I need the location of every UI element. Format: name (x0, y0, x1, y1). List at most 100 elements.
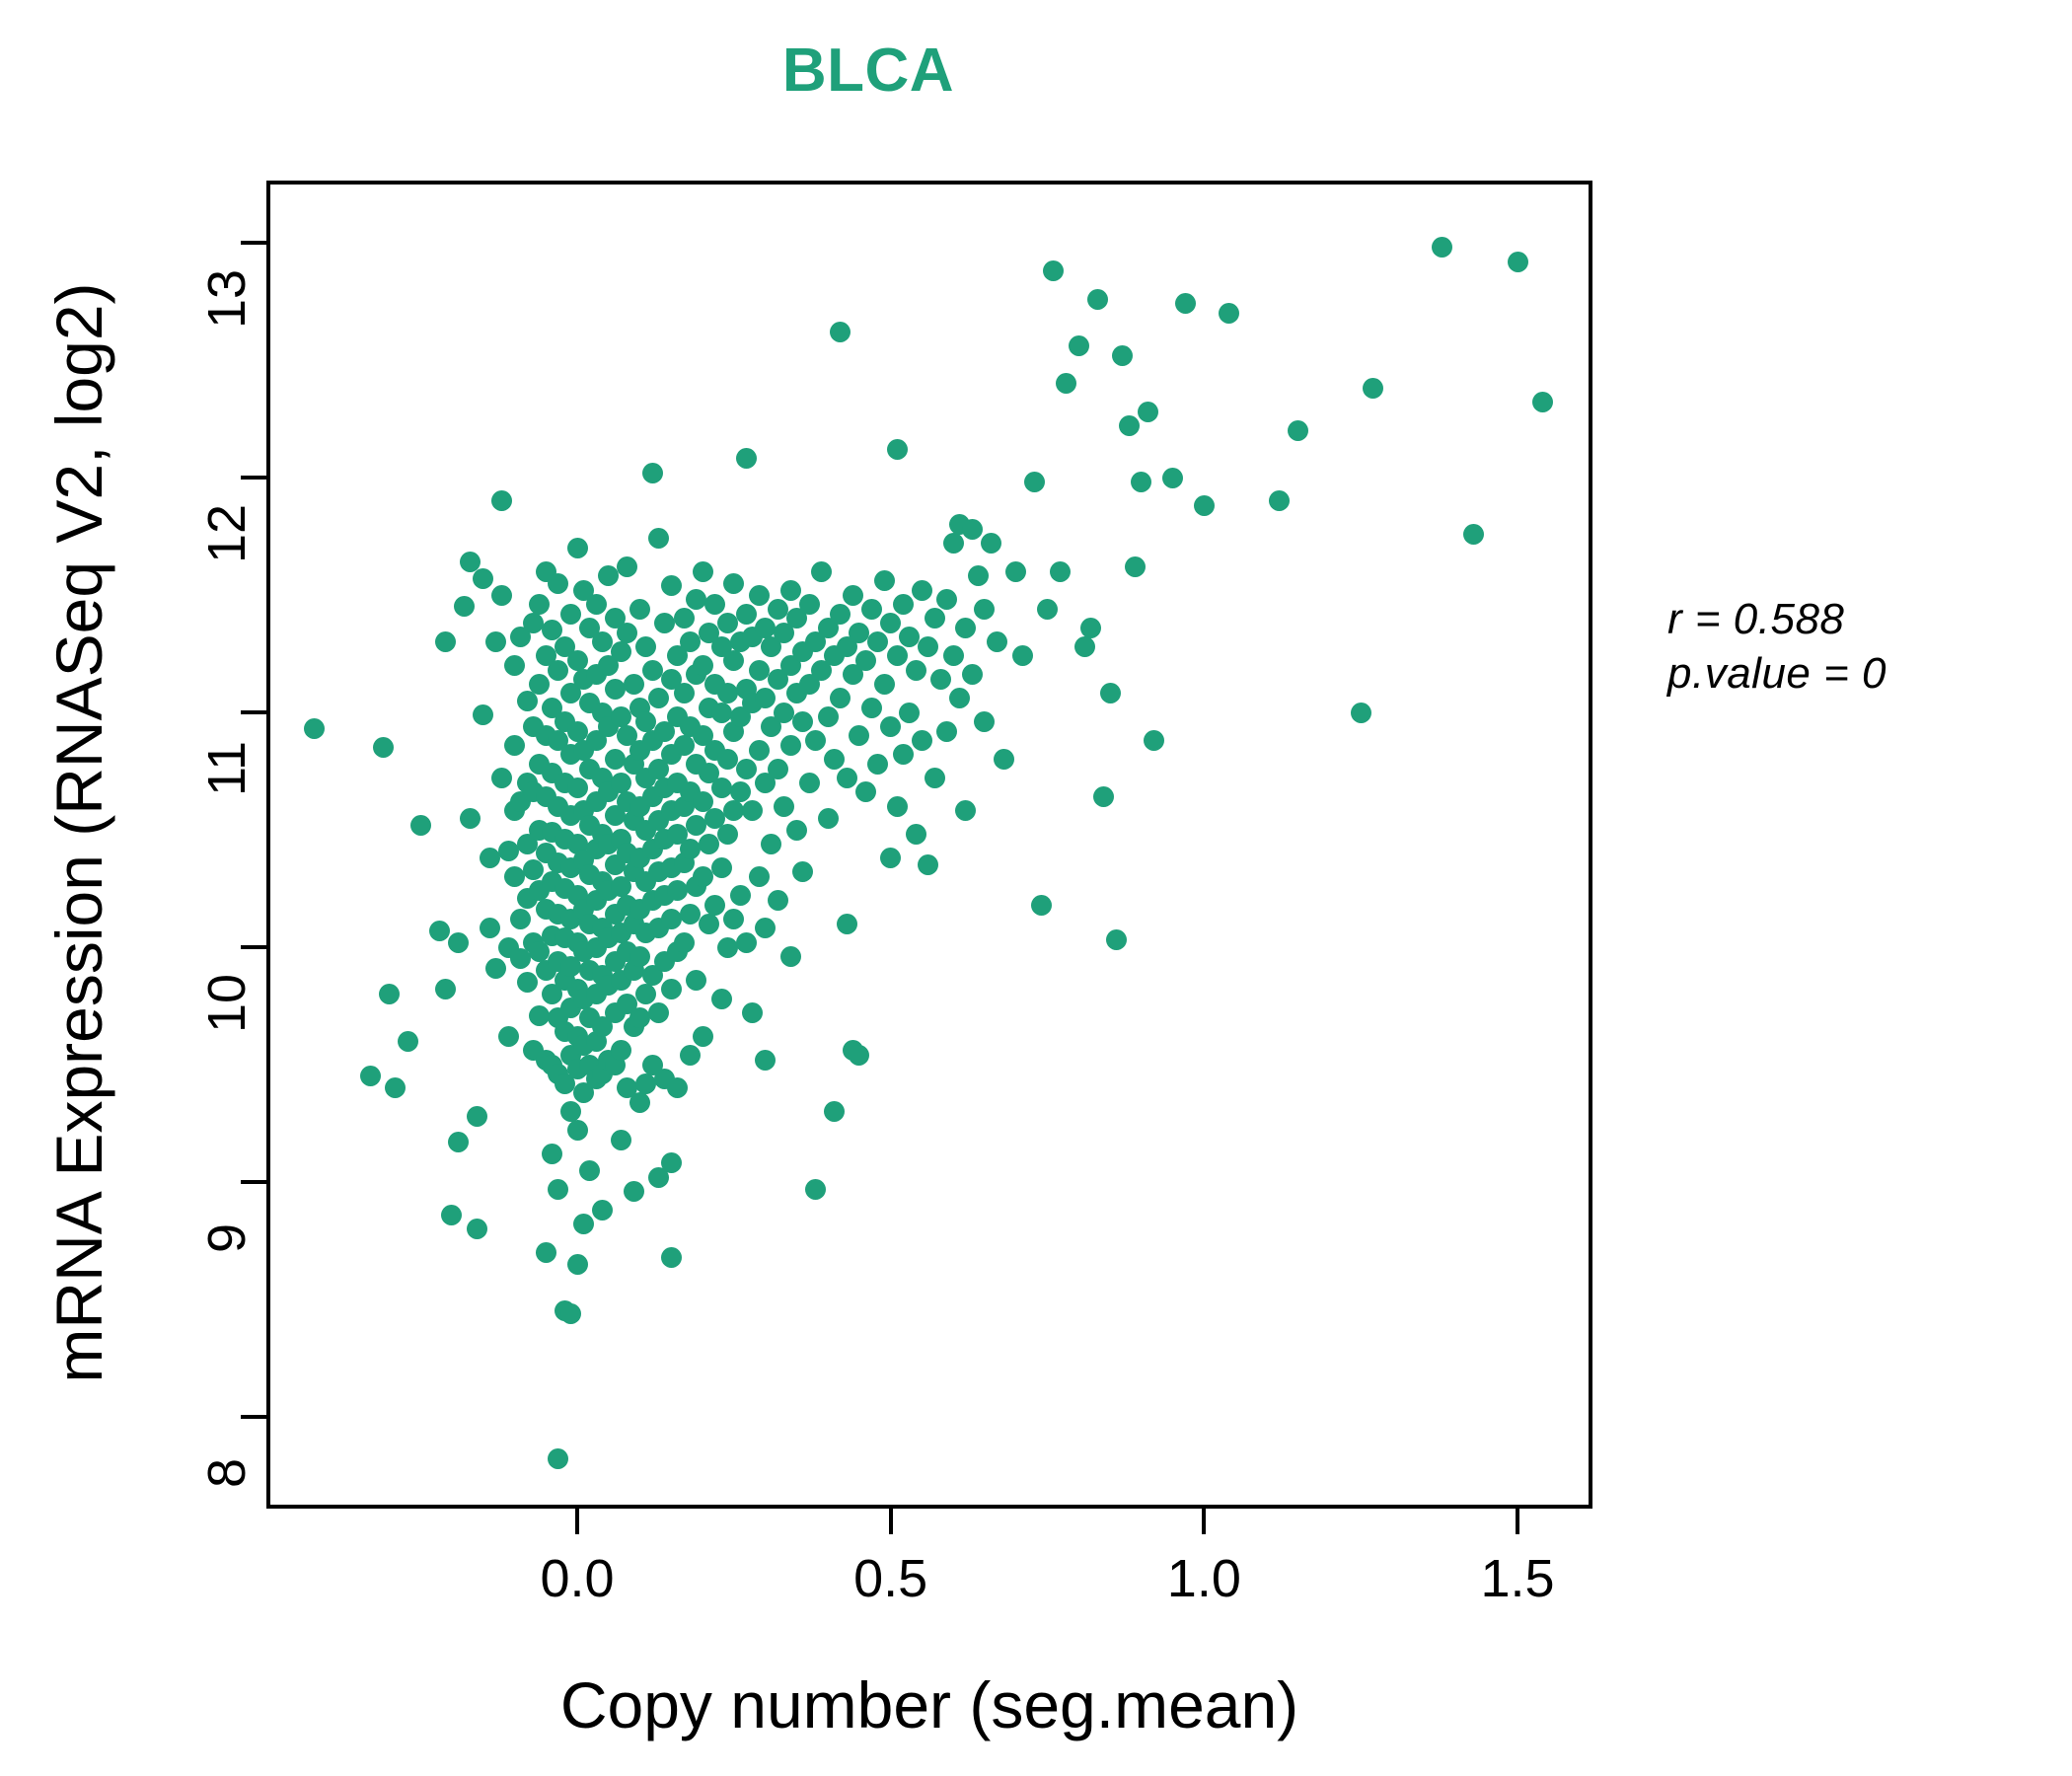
scatter-point (378, 984, 400, 1005)
scatter-point (704, 594, 726, 616)
scatter-point (798, 772, 820, 793)
scatter-point (811, 560, 833, 582)
scatter-point (792, 711, 814, 733)
y-tick-mark (241, 1415, 270, 1419)
scatter-point (1080, 617, 1102, 638)
scatter-point (710, 777, 732, 798)
scatter-point (830, 688, 851, 709)
scatter-point (479, 918, 500, 939)
scatter-point (303, 718, 325, 740)
scatter-point (1049, 560, 1071, 582)
scatter-point (804, 1178, 826, 1200)
scatter-point (836, 768, 857, 789)
scatter-point (497, 1025, 519, 1047)
scatter-point (755, 688, 777, 709)
x-axis-title: Copy number (seg.mean) (559, 1668, 1299, 1741)
scatter-point (447, 931, 469, 953)
scatter-point (617, 725, 638, 747)
scatter-point (854, 650, 876, 672)
scatter-point (529, 673, 551, 695)
scatter-point (1137, 401, 1158, 422)
scatter-point (385, 1077, 407, 1099)
scatter-point (1037, 598, 1058, 620)
scatter-point (560, 683, 582, 704)
scatter-point (604, 678, 626, 700)
scatter-point (854, 781, 876, 803)
scatter-point (755, 1049, 777, 1071)
scatter-point (886, 438, 908, 460)
stats-annotation: r = 0.588 p.value = 0 (1667, 592, 1887, 702)
scatter-point (673, 608, 695, 629)
scatter-point (610, 706, 631, 728)
pvalue-value: p.value = 0 (1667, 649, 1887, 699)
scatter-point (899, 627, 921, 648)
scatter-point (560, 1302, 582, 1324)
scatter-point (560, 955, 582, 977)
scatter-point (1531, 392, 1553, 413)
y-axis-title: mRNA Expression (RNASeq V2, log2) (42, 282, 115, 1383)
scatter-point (523, 613, 545, 634)
scatter-point (654, 720, 676, 742)
scatter-point (755, 772, 777, 793)
y-tick-label: 12 (197, 503, 257, 564)
scatter-point (704, 894, 726, 916)
scatter-point (817, 617, 839, 638)
scatter-point (1112, 344, 1134, 366)
scatter-point (560, 1101, 582, 1123)
scatter-point (849, 1044, 870, 1066)
scatter-point (924, 608, 945, 629)
scatter-point (542, 1143, 563, 1164)
scatter-point (968, 565, 990, 587)
y-tick-mark (241, 241, 270, 245)
scatter-point (929, 669, 951, 691)
scatter-point (679, 631, 701, 653)
scatter-point (861, 697, 883, 718)
scatter-point (748, 659, 770, 681)
scatter-point (716, 936, 738, 958)
scatter-point (1099, 683, 1121, 704)
scatter-point (1005, 560, 1027, 582)
scatter-point (572, 1082, 594, 1104)
scatter-point (698, 833, 719, 854)
y-tick-label: 11 (197, 740, 257, 797)
scatter-point (1030, 894, 1052, 916)
scatter-point (993, 749, 1014, 771)
scatter-point (397, 1030, 418, 1052)
scatter-point (949, 688, 971, 709)
scatter-point (648, 528, 670, 550)
scatter-point (911, 730, 932, 752)
scatter-point (785, 819, 807, 841)
scatter-point (736, 448, 758, 470)
scatter-point (460, 807, 481, 829)
scatter-point (497, 840, 519, 861)
scatter-point (617, 555, 638, 577)
scatter-point (491, 768, 513, 789)
scatter-point (880, 848, 902, 869)
scatter-point (466, 1105, 487, 1127)
scatter-point (617, 622, 638, 643)
scatter-point (729, 781, 751, 803)
scatter-point (710, 702, 732, 723)
scatter-point (692, 560, 713, 582)
scatter-points-layer (270, 185, 1589, 1505)
scatter-point (566, 1120, 588, 1142)
scatter-point (1269, 490, 1291, 512)
x-axis-ticks: 0.0 0.5 1.0 1.5 (270, 185, 1589, 1608)
scatter-point (823, 1101, 845, 1123)
scatter-point (767, 669, 788, 691)
scatter-point (817, 807, 839, 829)
scatter-point (918, 635, 939, 657)
scatter-point (804, 631, 826, 653)
scatter-point (635, 711, 657, 733)
scatter-point (817, 706, 839, 728)
scatter-point (629, 1006, 651, 1028)
scatter-point (629, 1091, 651, 1113)
scatter-point (836, 913, 857, 934)
scatter-point (566, 833, 588, 854)
scatter-point (667, 1077, 689, 1099)
scatter-point (566, 650, 588, 672)
x-tick-mark (888, 1505, 893, 1534)
scatter-point (516, 972, 538, 994)
scatter-point (767, 889, 788, 911)
y-tick-label: 9 (197, 1222, 257, 1254)
